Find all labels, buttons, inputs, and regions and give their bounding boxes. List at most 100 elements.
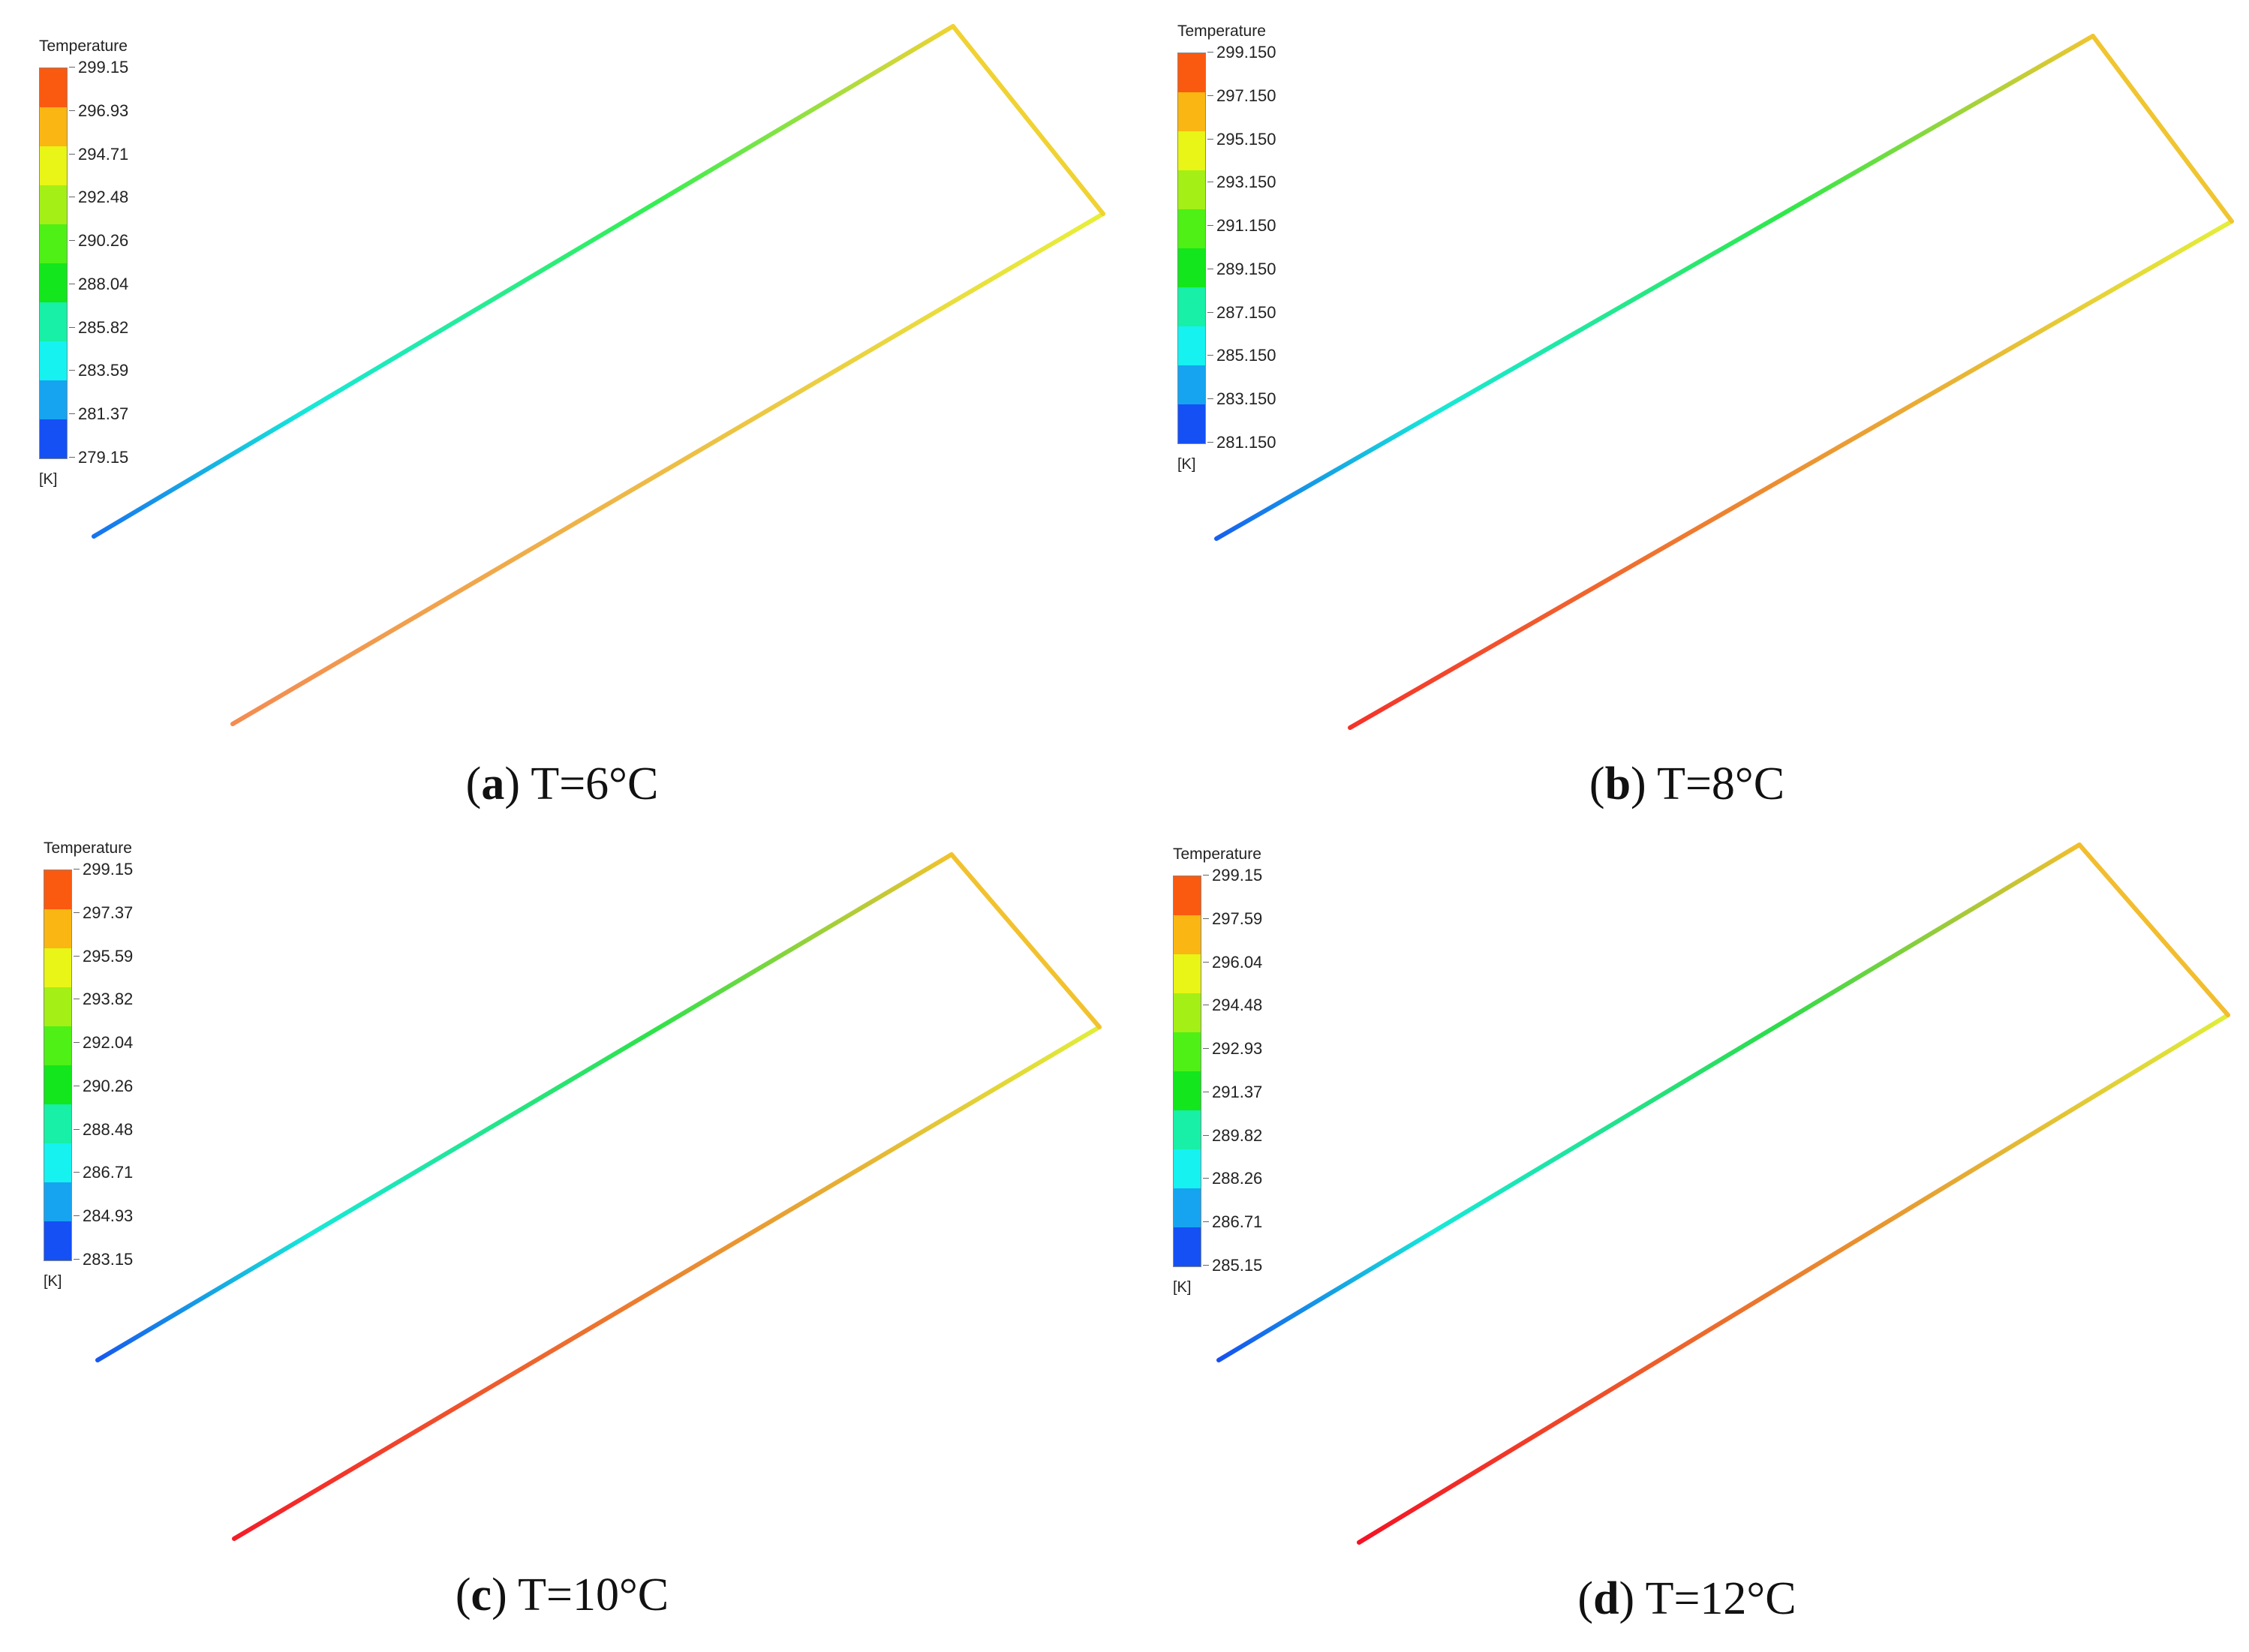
- legend-swatch: [44, 870, 71, 909]
- legend-swatch: [44, 1143, 71, 1182]
- legend-tick-label: 292.93: [1202, 1039, 1263, 1059]
- legend-tick-label: 296.04: [1202, 952, 1263, 972]
- return-pipe-segment: [95, 852, 954, 1362]
- legend-tick-label: 279.15: [68, 448, 129, 467]
- legend-tick-label: 285.15: [1202, 1256, 1263, 1275]
- legend-tick-label: 299.15: [73, 860, 134, 879]
- legend-tick-label: 294.71: [68, 144, 129, 164]
- legend-tick-label: 288.48: [73, 1119, 134, 1139]
- legend-tick-label: 289.150: [1207, 259, 1276, 278]
- legend-unit: [K]: [1173, 1279, 1192, 1296]
- caption-letter: a: [481, 758, 505, 809]
- legend-unit: [K]: [39, 471, 58, 488]
- inlet-pipe-segment: [232, 1025, 1102, 1541]
- legend-swatch: [40, 185, 67, 224]
- legend-swatch: [40, 107, 67, 146]
- legend-swatch: [1178, 287, 1205, 326]
- legend-tick-label: 283.59: [68, 361, 129, 380]
- legend-swatch: [1178, 326, 1205, 365]
- legend-tick-label: 294.48: [1202, 996, 1263, 1015]
- legend-tick-label: 283.15: [73, 1250, 134, 1269]
- legend-swatch: [1178, 170, 1205, 209]
- legend-tick-label: 290.26: [68, 231, 129, 251]
- legend-swatch: [44, 948, 71, 987]
- legend-unit: [K]: [1177, 456, 1196, 473]
- pipe-diagram-c: [95, 852, 1102, 1541]
- caption-temperature: T=6°C: [531, 758, 659, 809]
- legend-swatch: [40, 302, 67, 341]
- legend-tick-label: 295.150: [1207, 129, 1276, 149]
- legend-swatch: [44, 1182, 71, 1221]
- legend-swatch: [44, 987, 71, 1026]
- caption-temperature: T=8°C: [1657, 758, 1785, 809]
- legend-swatch: [44, 1026, 71, 1065]
- pipe-diagram-a: [92, 24, 1105, 726]
- panel-d: Temperature 299.15 297.59 296.04 294.48 292.…: [1125, 826, 2249, 1652]
- legend-swatch: [1178, 365, 1205, 404]
- bend-pipe-segment: [951, 24, 1105, 216]
- caption-a: (a) T=6°C: [465, 758, 659, 809]
- caption-letter: c: [471, 1569, 492, 1620]
- legend-tick-label: 285.82: [68, 317, 129, 337]
- legend-tick-label: 299.15: [68, 58, 129, 77]
- legend-tick-label: 291.37: [1202, 1082, 1263, 1101]
- legend-tick-label: 285.150: [1207, 346, 1276, 365]
- legend-tick-label: 297.59: [1202, 909, 1263, 928]
- legend-tick-label: 297.37: [73, 903, 134, 922]
- legend-swatch: [44, 909, 71, 948]
- legend-swatch: [44, 1065, 71, 1104]
- panel-c: Temperature 299.15 297.37 295.59 293.82 292.…: [0, 826, 1124, 1652]
- return-pipe-segment: [92, 24, 955, 539]
- legend-swatch: [44, 1221, 71, 1260]
- panel-a: Temperature 299.15 296.93 294.71 292.48 290.…: [0, 0, 1124, 826]
- legend-swatch: [1174, 1110, 1201, 1149]
- inlet-pipe-segment: [1357, 1013, 2230, 1545]
- legend-swatch: [40, 68, 67, 107]
- legend-swatch: [1174, 915, 1201, 954]
- legend-tick-label: 283.150: [1207, 389, 1276, 409]
- legend-swatch: [1174, 954, 1201, 993]
- legend-swatch: [1174, 1188, 1201, 1227]
- legend-swatch: [1174, 993, 1201, 1032]
- pipe-diagram-d: [1216, 843, 2230, 1545]
- legend-swatch: [40, 263, 67, 302]
- legend-title: Temperature: [1177, 23, 1266, 40]
- legend-tick-label: 286.71: [1202, 1212, 1263, 1232]
- legend-swatch: [1178, 248, 1205, 287]
- legend-swatch: [1178, 92, 1205, 131]
- legend-swatch: [40, 224, 67, 263]
- legend-tick-label: 281.150: [1207, 433, 1276, 452]
- legend-swatch: [1174, 1032, 1201, 1071]
- caption-temperature: T=10°C: [518, 1569, 669, 1620]
- pipe-diagram-b: [1214, 34, 2234, 730]
- legend-tick-label: 289.82: [1202, 1125, 1263, 1145]
- inlet-pipe-segment: [230, 212, 1105, 726]
- caption-letter: d: [1593, 1573, 1619, 1624]
- legend-swatch: [40, 341, 67, 380]
- legend-swatch: [1174, 1149, 1201, 1188]
- legend-swatch: [1174, 876, 1201, 915]
- legend-tick-label: 296.93: [68, 101, 129, 120]
- return-pipe-segment: [1214, 34, 2095, 541]
- caption-temperature: T=12°C: [1645, 1573, 1796, 1624]
- bend-pipe-segment: [949, 852, 1102, 1029]
- legend-tick-label: 295.59: [73, 946, 134, 966]
- legend-tick-label: 290.26: [73, 1076, 134, 1095]
- legend-tick-label: 288.26: [1202, 1169, 1263, 1188]
- legend-tick-label: 288.04: [68, 274, 129, 293]
- legend-tick-label: 287.150: [1207, 302, 1276, 322]
- legend-color-bar: [1177, 53, 1206, 444]
- panel-b: Temperature 299.150 297.150 295.150 293.150…: [1125, 0, 2249, 826]
- legend-title: Temperature: [39, 38, 128, 55]
- legend-title: Temperature: [44, 840, 132, 857]
- legend-swatch: [40, 146, 67, 185]
- legend-tick-label: 292.04: [73, 1033, 134, 1053]
- caption-d: (d) T=12°C: [1577, 1573, 1796, 1624]
- legend-unit: [K]: [44, 1273, 62, 1290]
- legend-tick-label: 293.82: [73, 990, 134, 1009]
- legend-color-bar: [44, 870, 72, 1261]
- legend-tick-label: 281.37: [68, 404, 129, 424]
- legend-swatch: [1174, 1227, 1201, 1266]
- legend-tick-label: 299.15: [1202, 866, 1263, 885]
- legend-color-bar: [39, 68, 68, 459]
